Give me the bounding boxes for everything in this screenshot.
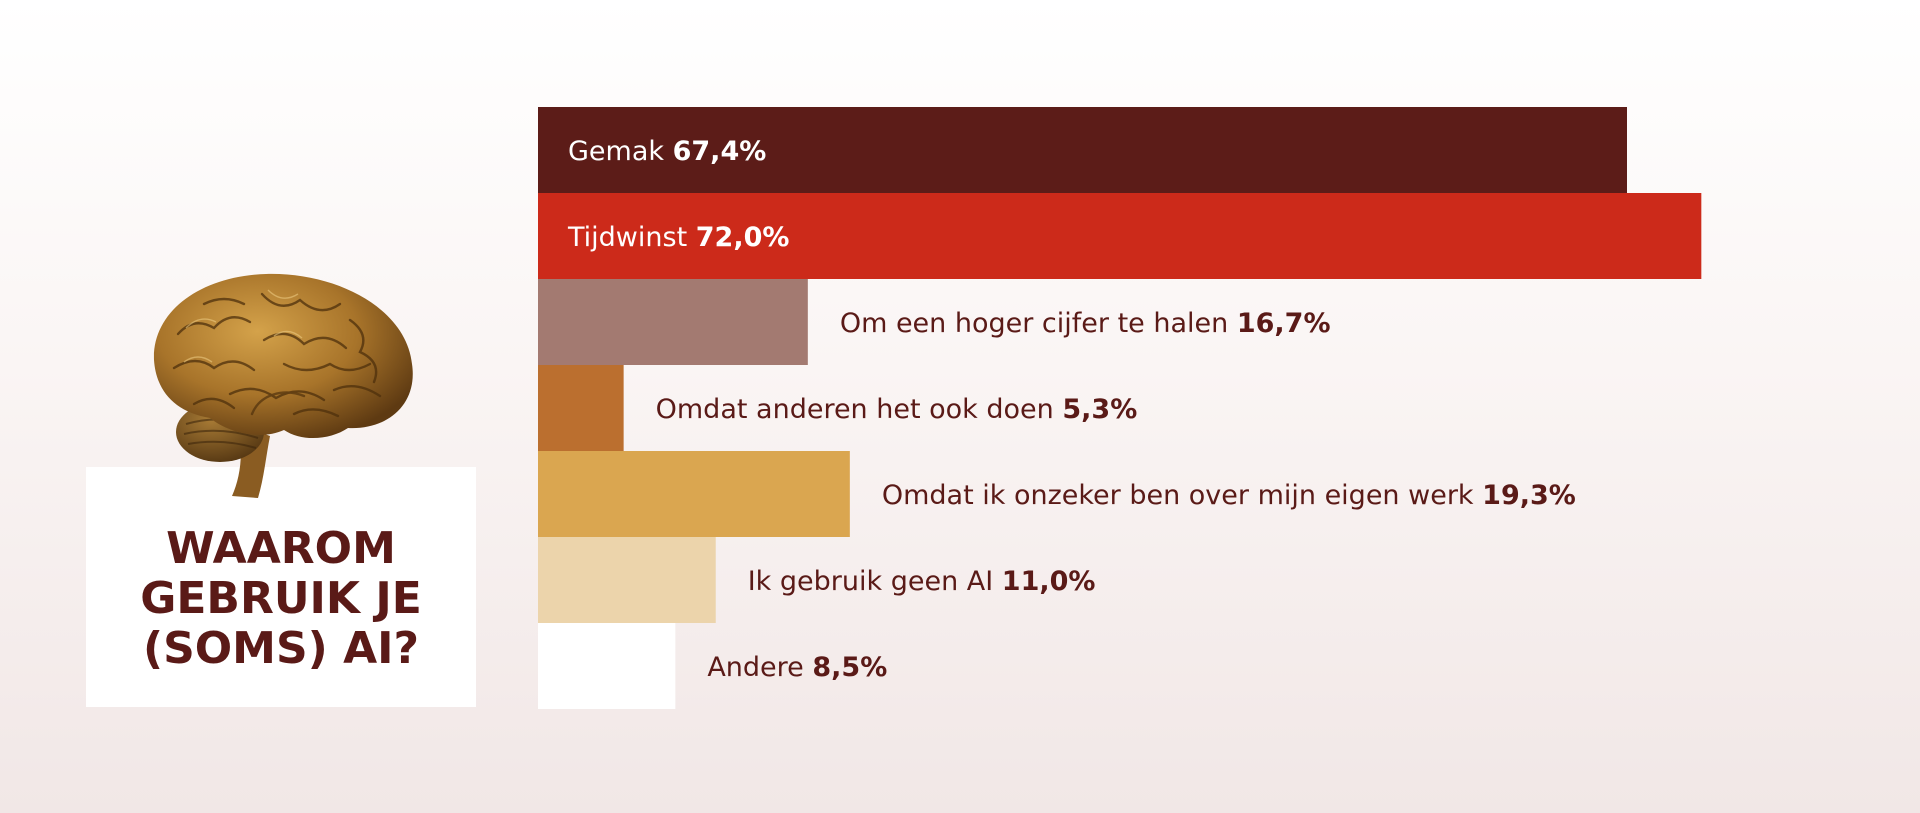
bar-category: Omdat ik onzeker ben over mijn eigen wer… <box>882 480 1482 511</box>
bar-value: 16,7% <box>1237 308 1331 339</box>
bar-category: Omdat anderen het ook doen <box>656 394 1063 425</box>
bar-label: Om een hoger cijfer te halen 16,7% <box>840 308 1331 339</box>
bar-category: Andere <box>707 652 812 683</box>
bar <box>538 193 1702 279</box>
bar-value: 67,4% <box>673 136 767 167</box>
bar-category: Tijdwinst <box>567 222 696 253</box>
bar <box>538 623 676 709</box>
brain-icon <box>153 273 413 498</box>
bar-label: Gemak 67,4% <box>568 136 766 167</box>
bar <box>538 451 850 537</box>
bar-category: Om een hoger cijfer te halen <box>840 308 1237 339</box>
bar-label: Tijdwinst 72,0% <box>567 222 789 253</box>
bar-value: 72,0% <box>696 222 790 253</box>
bar-value: 19,3% <box>1482 480 1576 511</box>
bar-value: 5,3% <box>1062 394 1137 425</box>
bar <box>538 365 624 451</box>
bar-label: Ik gebruik geen AI 11,0% <box>748 566 1096 597</box>
bar-label: Omdat ik onzeker ben over mijn eigen wer… <box>882 480 1576 511</box>
bar <box>538 279 808 365</box>
bar-category: Ik gebruik geen AI <box>748 566 1002 597</box>
bar-label: Omdat anderen het ook doen 5,3% <box>656 394 1138 425</box>
bar <box>538 107 1627 193</box>
bar-value: 11,0% <box>1002 566 1096 597</box>
title-card: WAAROM GEBRUIK JE (SOMS) AI? <box>86 467 476 707</box>
chart-title: WAAROM GEBRUIK JE (SOMS) AI? <box>140 523 422 674</box>
bar <box>538 537 716 623</box>
bar-value: 8,5% <box>812 652 887 683</box>
bar-category: Gemak <box>568 136 673 167</box>
bar-label: Andere 8,5% <box>707 652 887 683</box>
